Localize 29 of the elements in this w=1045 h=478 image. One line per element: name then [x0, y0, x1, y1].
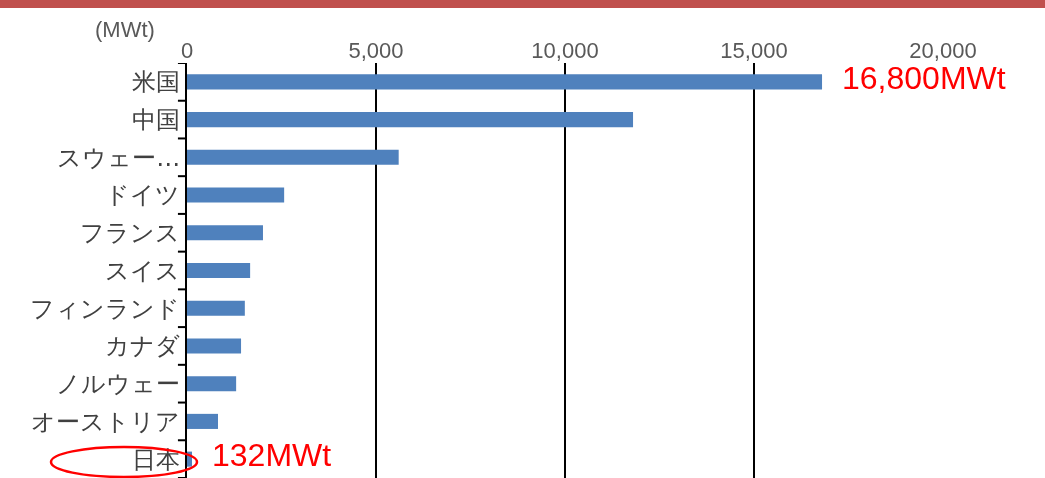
bar: [187, 262, 251, 279]
y-tick-label: スイス: [105, 256, 181, 285]
y-tick-label: スウェー…: [57, 143, 181, 172]
x-tick-label: 15,000: [720, 37, 788, 63]
y-tick-label: ノルウェー: [56, 370, 181, 399]
x-axis-title: (MWt): [95, 17, 155, 42]
x-tick-label: 10,000: [531, 37, 599, 63]
y-tick-label: オーストリア: [31, 407, 181, 436]
x-tick-label: 20,000: [909, 37, 977, 63]
y-tick-label: フィンランド: [30, 294, 181, 323]
y-tick-label: 中国: [132, 105, 181, 134]
y-tick-label: 米国: [132, 68, 181, 97]
bar: [187, 74, 823, 90]
y-tick-label: フランス: [80, 219, 181, 248]
y-tick-label: ドイツ: [105, 181, 181, 210]
bar: [187, 413, 218, 429]
y-tick-label: カナダ: [105, 332, 181, 361]
annotation: 16,800MWt: [842, 60, 1006, 96]
annotation: 132MWt: [212, 437, 332, 473]
bar: [187, 300, 245, 316]
bar: [187, 225, 263, 241]
bar: [187, 112, 634, 128]
bar: [187, 149, 399, 165]
bar: [187, 187, 285, 203]
y-tick-label: 日本: [132, 445, 181, 474]
bar: [187, 376, 237, 392]
x-tick-label: 5,000: [348, 37, 404, 63]
bar: [187, 338, 242, 354]
x-tick-label: 0: [180, 37, 194, 63]
